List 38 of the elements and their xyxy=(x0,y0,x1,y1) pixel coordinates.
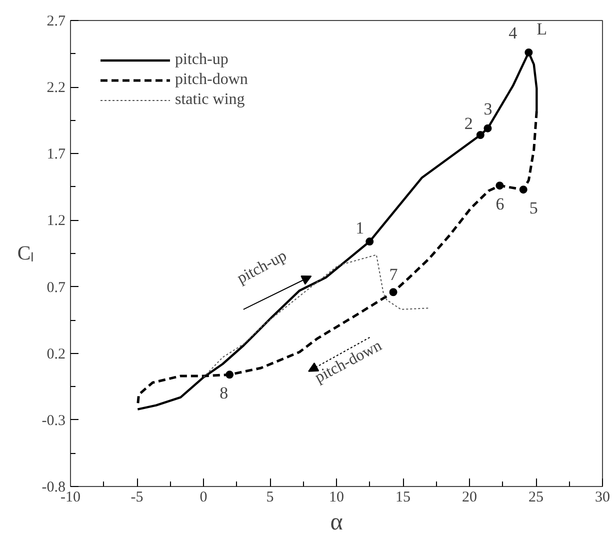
y-tick-label: 1.2 xyxy=(46,213,66,230)
point xyxy=(519,186,528,194)
point xyxy=(389,288,398,296)
y-tick-label: 2.2 xyxy=(46,80,66,96)
y-tick-label: 2.7 xyxy=(46,14,66,30)
y-tick-label: 0.7 xyxy=(46,280,66,296)
legend-label: pitch-up xyxy=(175,51,228,69)
annotation: 6 xyxy=(496,194,504,214)
point xyxy=(476,131,484,139)
x-tick-label: 15 xyxy=(396,490,410,506)
annotation: 3 xyxy=(484,99,492,118)
annotation: L xyxy=(536,19,548,38)
x-tick-label: 30 xyxy=(595,490,610,506)
x-tick-label: 5 xyxy=(266,490,274,506)
point xyxy=(484,124,492,132)
y-tick-label: 0.2 xyxy=(46,346,66,362)
annotation: 4 xyxy=(508,23,518,42)
annotation: 7 xyxy=(389,265,398,284)
point xyxy=(226,370,234,379)
point xyxy=(524,48,533,56)
x-tick-label: -5 xyxy=(130,490,144,506)
annotation: 8 xyxy=(220,384,228,403)
y-axis-title: Cₗ xyxy=(17,242,34,264)
y-tick-label: -0.8 xyxy=(42,480,66,496)
x-tick-label: 20 xyxy=(462,490,477,506)
point xyxy=(366,238,374,246)
legend-label: pitch-down xyxy=(175,71,248,89)
x-tick-label: 10 xyxy=(329,490,344,506)
annotation: 1 xyxy=(356,218,364,238)
y-tick-label: 1.7 xyxy=(46,146,66,163)
y-tick-label: -0.3 xyxy=(42,412,66,429)
point xyxy=(496,182,504,190)
x-axis-title: α xyxy=(330,510,344,536)
annotation: 5 xyxy=(529,198,538,218)
x-tick-label: 25 xyxy=(528,490,544,506)
legend-label: static wing xyxy=(175,91,245,109)
x-tick-label: 0 xyxy=(200,490,208,506)
annotation: 2 xyxy=(464,114,473,134)
